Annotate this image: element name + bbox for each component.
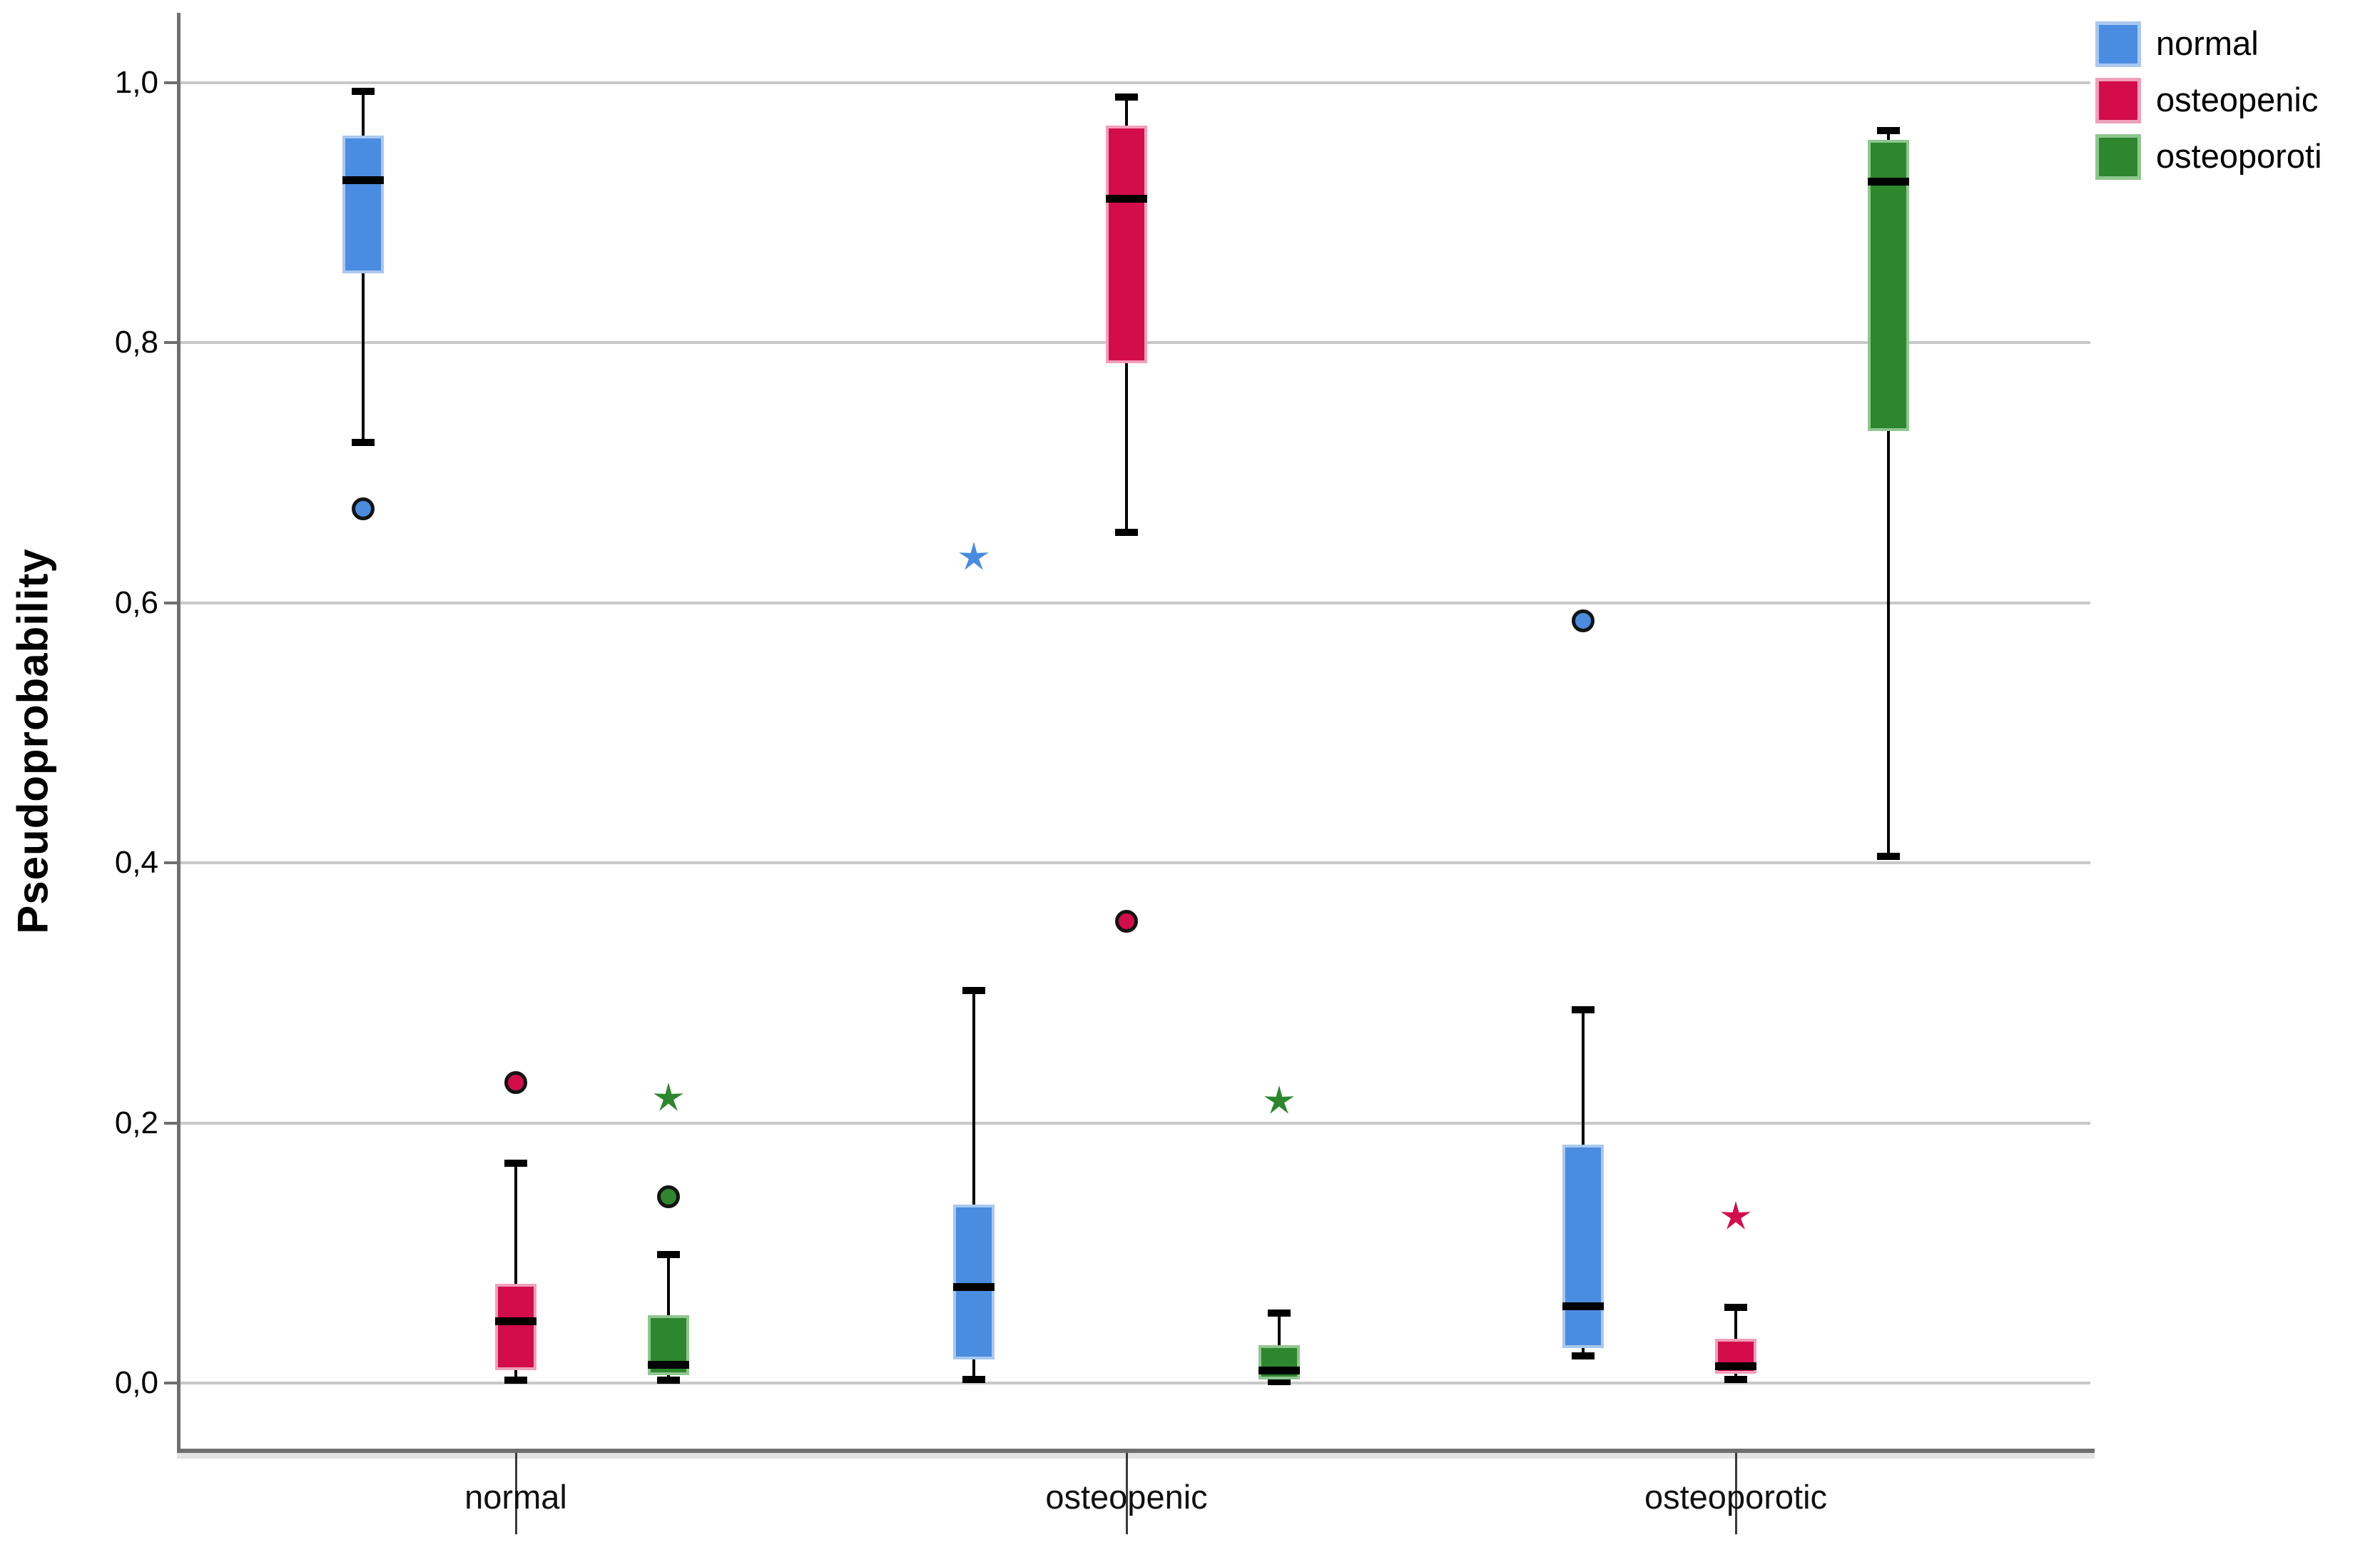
x-tick-osteoporotic	[1735, 1453, 1737, 1534]
legend-swatch-osteoporotic	[2095, 134, 2141, 180]
whisker-cap-low-normal-osteoporotic	[1572, 1352, 1595, 1359]
extreme-star-osteopenic-osteoporotic	[1719, 1200, 1752, 1237]
median-normal-osteoporotic	[1562, 1302, 1604, 1311]
legend-label: osteoporoti	[2156, 137, 2322, 175]
gridline-y-0,6	[180, 601, 2090, 604]
median-osteopenic-osteopenic	[1106, 194, 1147, 203]
whisker-cap-low-osteopenic-normal	[504, 1377, 527, 1384]
extreme-star-osteoporoti-osteopenic	[1263, 1085, 1296, 1121]
x-tick-normal	[515, 1453, 517, 1534]
gridline-y-0,2	[180, 1121, 2090, 1125]
whisker-cap-low-osteoporoti-osteopenic	[1268, 1378, 1291, 1386]
box-osteoporoti-osteoporotic	[1868, 139, 1909, 431]
y-tick-label: 0,2	[114, 1105, 158, 1140]
y-tick-label: 1,0	[114, 64, 158, 100]
x-category-label-osteoporotic: osteoporotic	[1644, 1478, 1828, 1516]
box-normal-osteopenic	[953, 1205, 995, 1360]
whisker-cap-high-osteoporoti-normal	[657, 1250, 680, 1258]
legend-swatch-normal	[2095, 21, 2141, 67]
whisker-cap-high-normal-normal	[352, 88, 375, 96]
whisker-cap-low-osteoporoti-osteoporotic	[1877, 852, 1900, 860]
whisker-cap-low-osteopenic-osteoporotic	[1724, 1375, 1747, 1383]
extreme-star-osteoporoti-normal	[652, 1082, 685, 1118]
box-normal-normal	[342, 136, 384, 274]
outlier-circle-osteopenic-normal	[504, 1071, 527, 1094]
legend-label: normal	[2156, 24, 2259, 62]
outlier-circle-osteopenic-osteopenic	[1115, 910, 1138, 933]
box-osteopenic-osteopenic	[1106, 125, 1147, 364]
whisker-osteopenic-normal	[514, 1162, 517, 1381]
median-normal-osteopenic	[953, 1283, 995, 1292]
y-tick-1,0	[164, 81, 177, 84]
whisker-cap-low-normal-osteopenic	[962, 1375, 985, 1383]
extreme-star-normal-osteopenic	[957, 541, 990, 577]
y-tick-0,6	[164, 601, 177, 604]
whisker-cap-high-osteopenic-normal	[504, 1159, 527, 1167]
x-category-label-osteopenic: osteopenic	[1045, 1478, 1208, 1516]
gridline-y-0,0	[180, 1382, 2090, 1384]
y-tick-label: 0,6	[114, 584, 158, 620]
whisker-cap-high-osteoporoti-osteopenic	[1268, 1309, 1291, 1317]
whisker-normal-osteopenic	[972, 990, 975, 1379]
legend-label: osteopenic	[2156, 81, 2319, 118]
y-tick-label: 0,4	[114, 845, 158, 880]
whisker-cap-high-osteopenic-osteoporotic	[1724, 1304, 1747, 1312]
whisker-cap-low-osteopenic-osteopenic	[1115, 529, 1138, 537]
x-axis-shadow	[177, 1453, 2095, 1459]
outlier-circle-normal-normal	[352, 497, 375, 521]
whisker-osteoporoti-osteoporotic	[1887, 130, 1890, 856]
box-osteopenic-normal	[495, 1284, 536, 1370]
outlier-circle-normal-osteoporotic	[1572, 609, 1595, 632]
outlier-circle-osteoporoti-normal	[657, 1185, 680, 1209]
whisker-cap-high-normal-osteopenic	[962, 986, 985, 994]
y-axis-line	[177, 13, 180, 1453]
box-normal-osteoporotic	[1562, 1145, 1604, 1348]
y-tick-0,2	[164, 1121, 177, 1125]
whisker-cap-high-osteopenic-osteopenic	[1115, 93, 1138, 101]
whisker-cap-high-normal-osteoporotic	[1572, 1006, 1595, 1013]
legend-swatch-osteopenic	[2095, 78, 2141, 123]
x-category-label-normal: normal	[464, 1478, 567, 1516]
gridline-y-1,0	[180, 81, 2090, 84]
median-osteoporoti-osteopenic	[1258, 1366, 1300, 1374]
median-osteopenic-osteoporotic	[1715, 1362, 1756, 1371]
y-tick-label: 0,0	[114, 1365, 158, 1400]
gridline-y-0,4	[180, 861, 2090, 864]
y-tick-0,4	[164, 861, 177, 864]
whisker-cap-high-osteoporoti-osteoporotic	[1877, 126, 1900, 134]
median-osteopenic-normal	[495, 1317, 536, 1325]
y-tick-0,0	[164, 1382, 177, 1384]
y-axis-title: Pseudoprobability	[9, 548, 57, 934]
x-tick-osteopenic	[1126, 1453, 1128, 1534]
whisker-cap-low-osteoporoti-normal	[657, 1377, 680, 1384]
whisker-cap-low-normal-normal	[352, 439, 375, 447]
x-axis-line	[177, 1449, 2095, 1453]
median-osteoporoti-normal	[648, 1361, 689, 1369]
y-tick-label: 0,8	[114, 325, 158, 360]
y-tick-0,8	[164, 341, 177, 344]
median-normal-normal	[342, 176, 384, 185]
median-osteoporoti-osteoporotic	[1868, 178, 1909, 186]
